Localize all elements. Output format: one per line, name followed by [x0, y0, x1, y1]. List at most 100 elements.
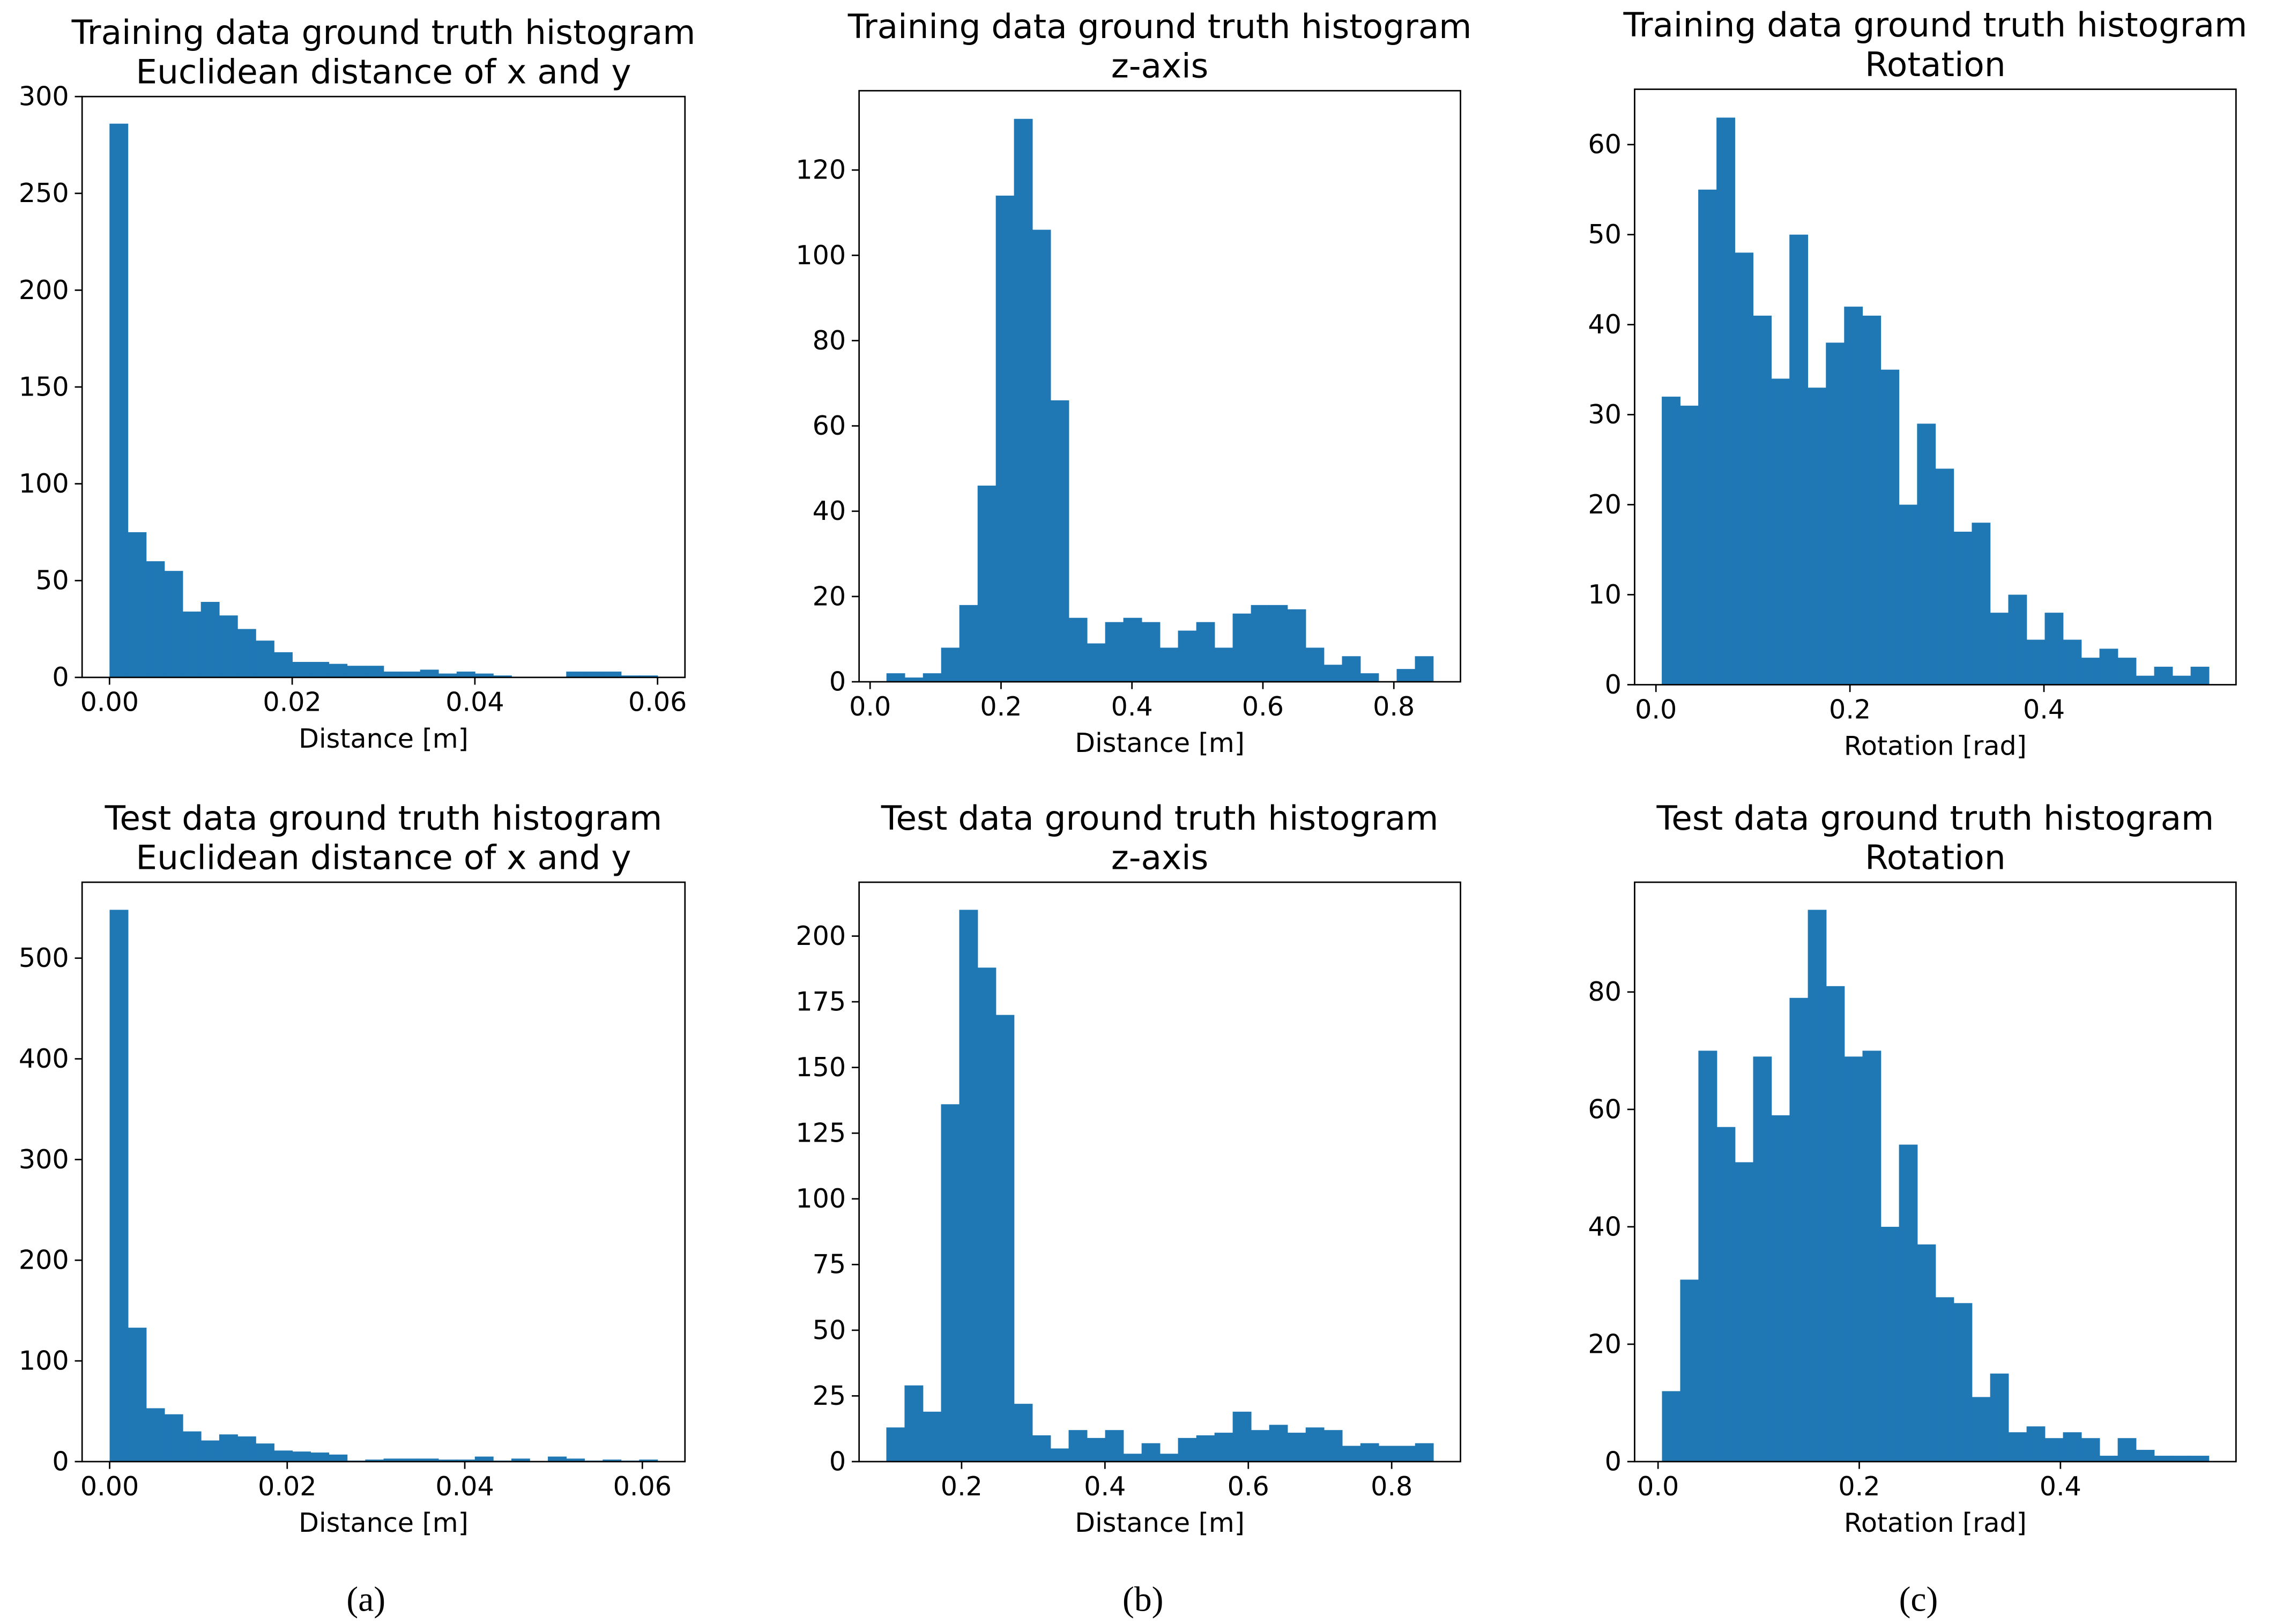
y-tick-label: 400 — [19, 1043, 69, 1074]
bar — [959, 910, 978, 1462]
x-tick-label: 0.04 — [435, 1471, 494, 1502]
bar — [621, 675, 640, 677]
bar — [255, 1443, 274, 1462]
bar — [456, 672, 475, 677]
y-tick-label: 100 — [795, 240, 846, 271]
bar — [310, 1452, 330, 1462]
y-tick-label: 10 — [1588, 579, 1622, 610]
bar — [1068, 617, 1088, 682]
bar — [1159, 647, 1179, 682]
bar — [2063, 1432, 2082, 1462]
bar — [1378, 1446, 1397, 1462]
plot-frame — [81, 881, 686, 1463]
bar — [1808, 388, 1827, 685]
bar — [2044, 613, 2064, 685]
bar — [1159, 1454, 1179, 1462]
bar — [237, 629, 256, 677]
bar — [182, 1431, 202, 1462]
bar — [1068, 1430, 1088, 1462]
bar — [1917, 1244, 1936, 1462]
bar — [2026, 1426, 2046, 1462]
chart-subtitle: z-axis — [1111, 47, 1208, 86]
y-tick-label: 50 — [813, 1314, 846, 1345]
bar — [1178, 1437, 1197, 1462]
y-tick-label: 40 — [1588, 1211, 1622, 1242]
bar — [182, 612, 202, 677]
x-tick-label: 0.6 — [1242, 691, 1284, 722]
bar — [1698, 1051, 1717, 1462]
y-tick-label: 40 — [1588, 309, 1622, 340]
y-tick-label: 100 — [795, 1183, 846, 1214]
bar — [639, 1459, 658, 1462]
y-tick-label: 200 — [19, 274, 69, 306]
bar — [1014, 1404, 1033, 1462]
bar — [1342, 656, 1361, 682]
y-tick-label: 0 — [52, 661, 69, 692]
bar — [566, 672, 585, 677]
bar — [2154, 666, 2173, 685]
bar — [1105, 622, 1124, 682]
bar — [237, 1436, 256, 1462]
chart-title: Training data ground truth histogram — [71, 13, 696, 52]
bar — [1771, 1115, 1790, 1462]
x-axis-label: Rotation [rad] — [1844, 1507, 2027, 1538]
bar — [1953, 1303, 1973, 1462]
bar — [146, 1408, 165, 1462]
y-tick-label: 0 — [52, 1446, 69, 1477]
bar — [2190, 666, 2210, 685]
bar — [1899, 1144, 1918, 1462]
bar — [941, 1104, 960, 1462]
bar — [2099, 649, 2118, 685]
bar — [1917, 423, 1936, 685]
bar — [438, 1459, 457, 1462]
plot-frame — [1634, 881, 2237, 1463]
bar — [603, 672, 622, 677]
bar — [1862, 315, 1882, 685]
bar — [2154, 1456, 2173, 1462]
y-tick-label: 100 — [19, 1345, 69, 1376]
bar — [1935, 1297, 1954, 1462]
bar — [1789, 997, 1809, 1462]
x-tick-label: 0.2 — [1829, 694, 1871, 725]
y-tick-label: 20 — [813, 580, 846, 612]
chart-title: Test data ground truth histogram — [1656, 799, 2214, 838]
bar — [566, 1458, 585, 1462]
bar — [2081, 1438, 2100, 1462]
x-tick-label: 0.2 — [941, 1471, 983, 1502]
bar — [1214, 1433, 1233, 1462]
bar — [1123, 617, 1142, 682]
bar — [2172, 675, 2191, 685]
bar — [1862, 1051, 1882, 1462]
x-tick-label: 0.4 — [2040, 1471, 2081, 1502]
bar — [1287, 609, 1306, 682]
bar — [1826, 342, 1845, 685]
y-tick-label: 25 — [813, 1380, 846, 1411]
bar — [1014, 118, 1033, 682]
bar — [146, 561, 165, 677]
y-tick-label: 0 — [1605, 1446, 1622, 1477]
y-tick-label: 50 — [35, 565, 69, 596]
bar — [584, 672, 604, 677]
bar — [1087, 643, 1106, 682]
bar — [886, 673, 905, 682]
bar — [2026, 639, 2046, 685]
bar — [1141, 622, 1161, 682]
x-tick-label: 0.2 — [980, 691, 1022, 722]
bar — [1214, 647, 1233, 682]
bar — [329, 664, 348, 677]
bar — [1178, 630, 1197, 682]
y-tick-label: 0 — [1605, 669, 1622, 700]
bar — [2063, 639, 2082, 685]
x-tick-label: 0.6 — [1228, 1471, 1269, 1502]
y-tick-label: 20 — [1588, 489, 1622, 520]
y-tick-label: 0 — [829, 1446, 846, 1477]
bar — [1990, 613, 2009, 685]
bar — [1662, 397, 1680, 685]
bar — [1196, 1435, 1215, 1462]
bar — [977, 486, 997, 682]
bar — [2172, 1456, 2191, 1462]
bar — [2099, 1456, 2118, 1462]
bar — [1680, 1279, 1699, 1462]
x-tick-label: 0.06 — [613, 1471, 672, 1502]
